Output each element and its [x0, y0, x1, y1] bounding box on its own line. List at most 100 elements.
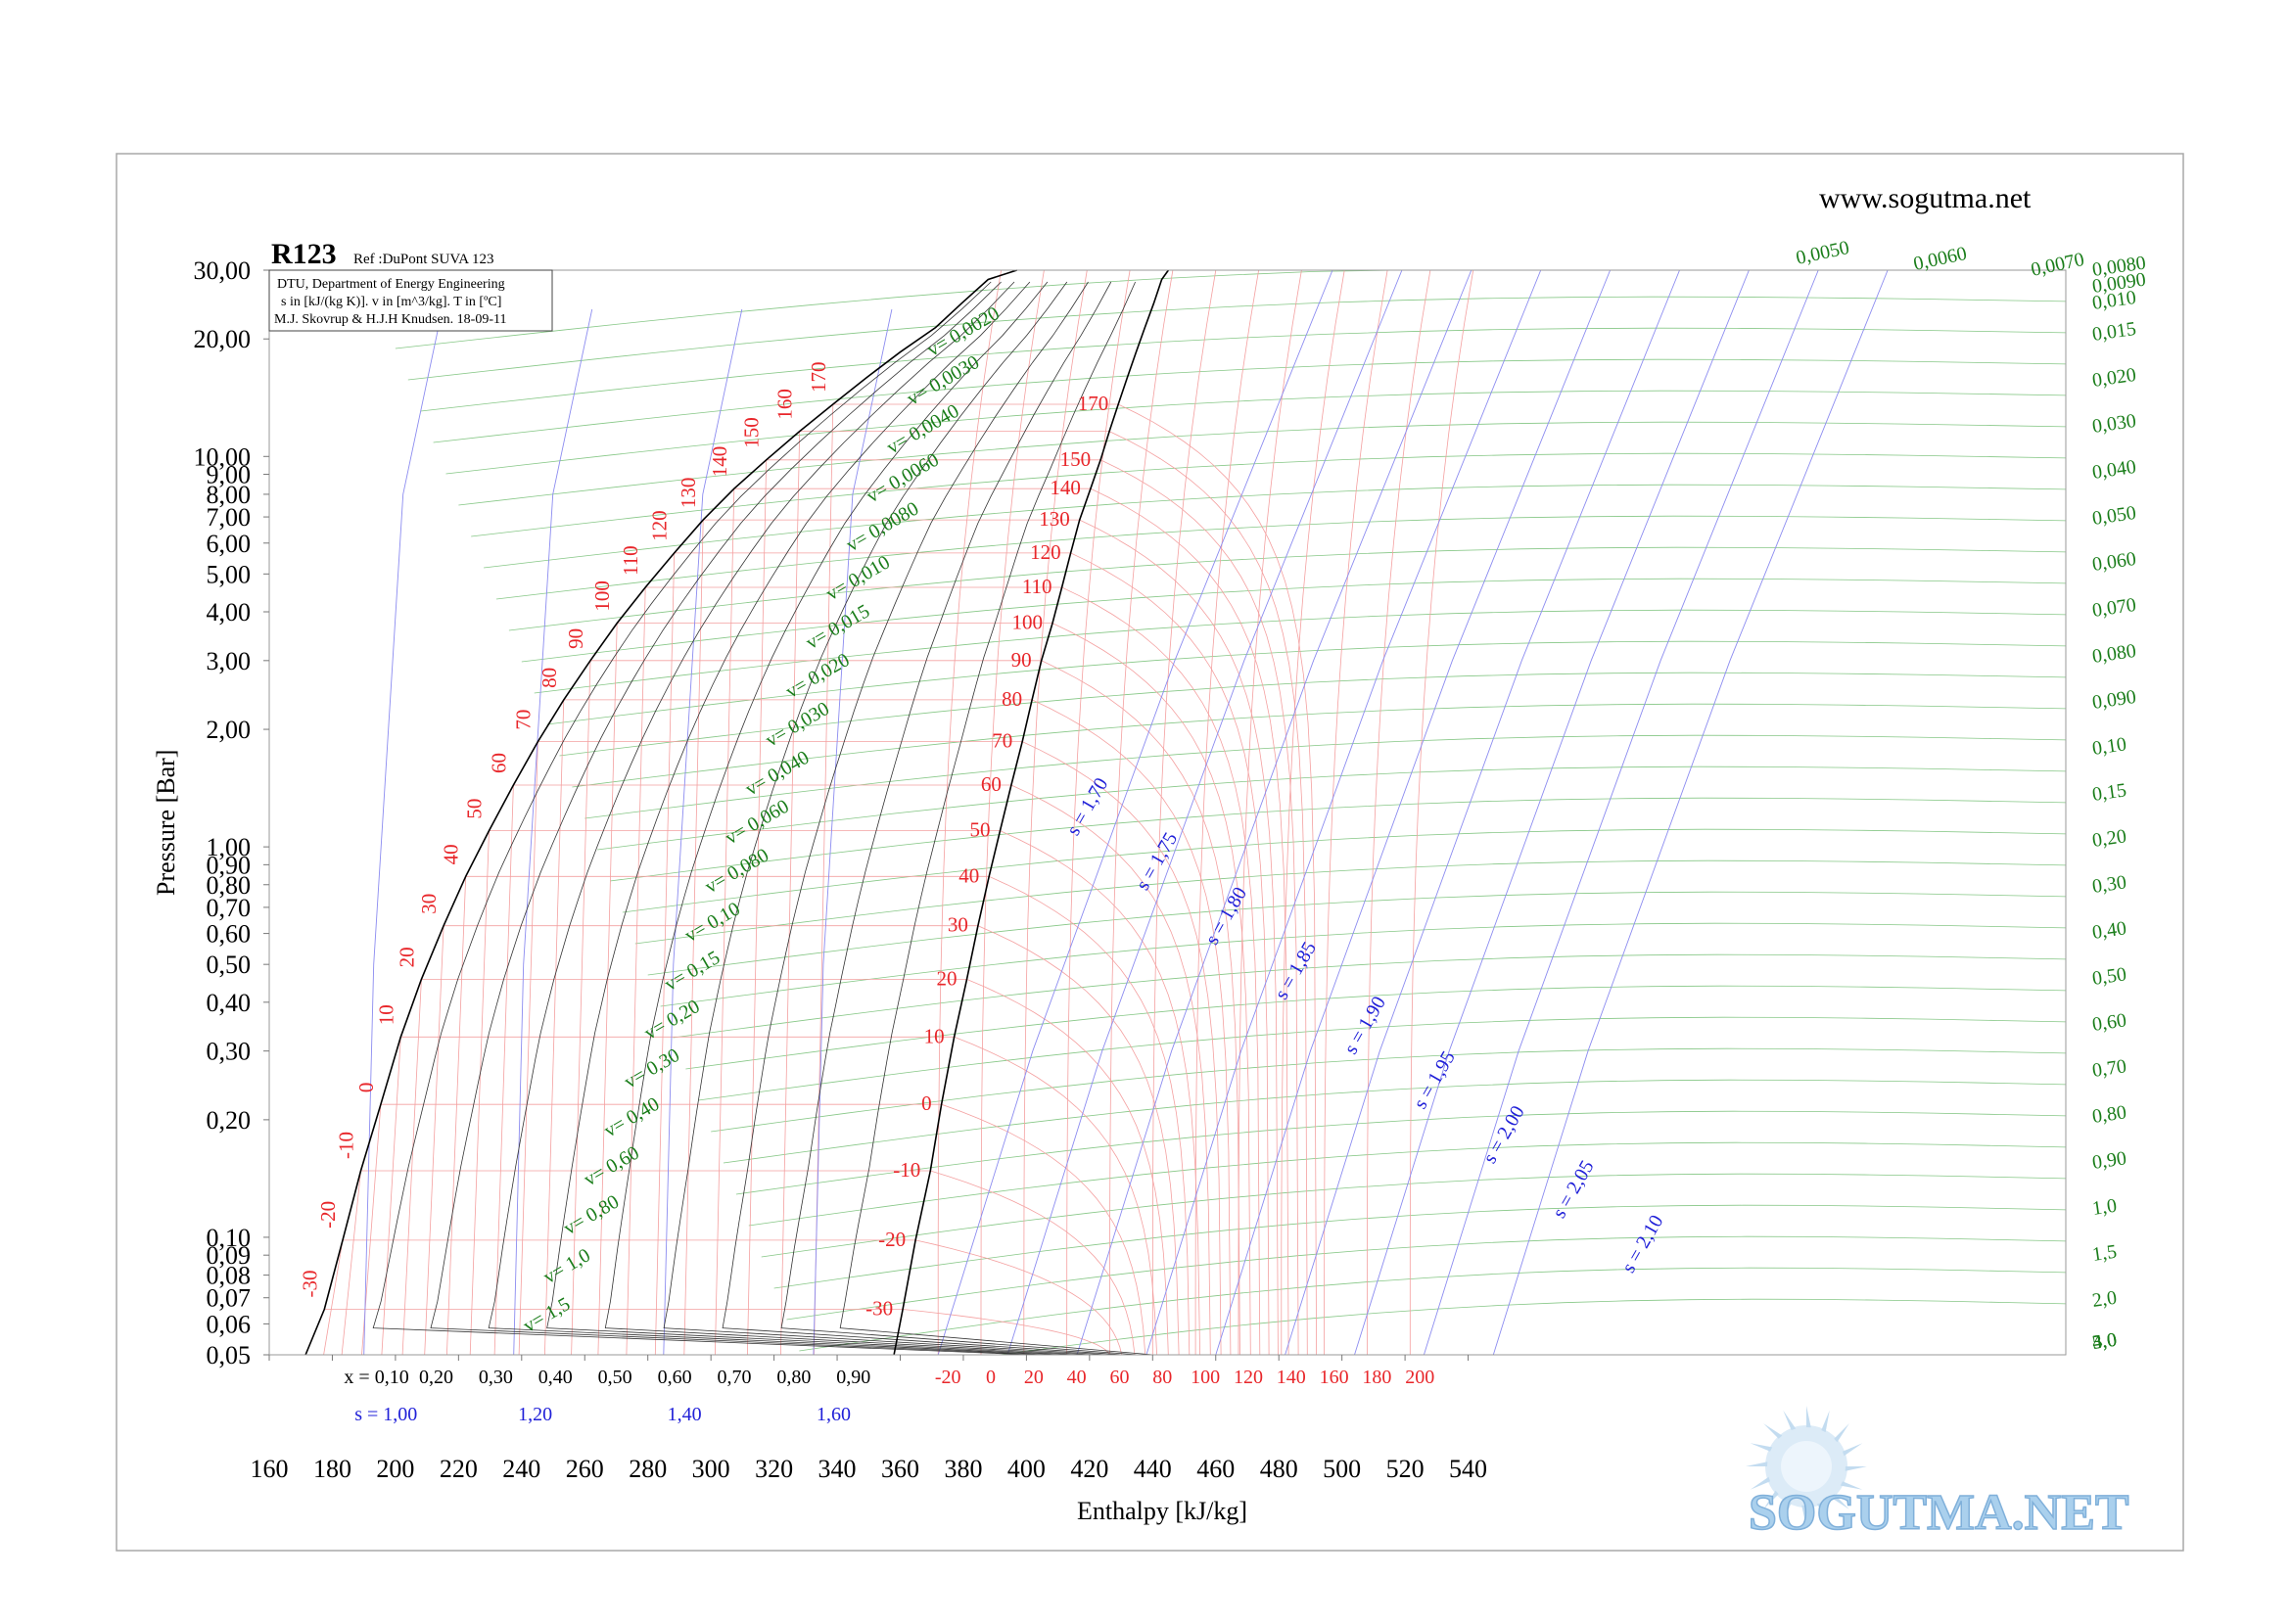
- isotherm-label-liquid: 30: [417, 894, 441, 914]
- isotherm-label-vapor: 100: [1012, 611, 1044, 634]
- volume-label: v= 0,10: [681, 898, 744, 947]
- volume-line: [748, 1141, 2067, 1227]
- isotherm-line: [323, 1239, 1123, 1356]
- x-tick-label: 280: [629, 1455, 667, 1483]
- sun-icon: [1746, 1406, 1867, 1527]
- isotherm-line: [597, 623, 1251, 1356]
- isotherm-label-liquid: 140: [708, 446, 731, 478]
- isotherm-label-liquid: 90: [564, 628, 587, 649]
- volume-line: [723, 1079, 2067, 1164]
- volume-label-right: 3,0: [2091, 1329, 2119, 1354]
- volume-label-right: 0,015: [2091, 318, 2138, 346]
- volume-line: [609, 797, 2067, 882]
- volume-line: [420, 327, 2067, 412]
- x-tick-label: 460: [1196, 1455, 1235, 1483]
- entropy-line-vapor: [1423, 269, 1819, 1356]
- isotherm-label-vapor: 40: [958, 863, 979, 887]
- isotherm-line: [780, 431, 1308, 1356]
- y-tick-label: 6,00: [207, 530, 252, 558]
- volume-line: [786, 1235, 2067, 1321]
- y-tick-label: 20,00: [194, 325, 252, 353]
- x-tick-label: 380: [944, 1455, 982, 1483]
- entropy-lines: [363, 269, 1889, 1356]
- y-tick-label: 0,07: [207, 1284, 252, 1313]
- x-tick-label: 180: [313, 1455, 351, 1483]
- volume-line: [685, 985, 2067, 1070]
- volume-line: [521, 578, 2067, 663]
- isotherm-label-liquid: -10: [334, 1132, 357, 1159]
- quality-line: [722, 281, 1124, 1356]
- quality-line: [839, 281, 1153, 1356]
- entropy-line-liquid: [663, 308, 743, 1356]
- volume-label-right: 0,70: [2091, 1055, 2128, 1082]
- quality-line: [663, 281, 1108, 1356]
- y-tick-label: 0,90: [207, 851, 252, 879]
- volume-label-right: 4,0: [2091, 1329, 2119, 1354]
- volume-line: [761, 1173, 2067, 1258]
- volume-label-right: 0,10: [2091, 733, 2128, 760]
- isotherm-line: [518, 741, 1222, 1356]
- entropy-label-bottom: 1,60: [817, 1404, 851, 1425]
- isotherm-label-liquid: 70: [511, 710, 535, 730]
- y-tick-label: 0,40: [207, 989, 252, 1017]
- entropy-line-liquid: [813, 308, 893, 1356]
- y-tick-label: 30,00: [194, 256, 252, 285]
- y-tick-label: 0,08: [207, 1262, 252, 1290]
- entropy-label-bottom: s = 1,00: [354, 1404, 417, 1425]
- isotherm-label-vapor: 20: [937, 966, 958, 990]
- isotherm-label-bottom: 20: [1024, 1367, 1044, 1388]
- volume-label: v= 0,020: [782, 649, 854, 703]
- quality-line: [604, 281, 1094, 1356]
- volume-label-right: 0,090: [2091, 686, 2138, 714]
- sun-ray: [1801, 1505, 1806, 1527]
- y-tick-label: 8,00: [207, 481, 252, 509]
- isotherm-label-liquid: 110: [619, 545, 642, 576]
- isotherm-label-vapor: -20: [878, 1228, 906, 1251]
- volume-label-top: 0,0070: [2029, 249, 2085, 281]
- isotherm-label-liquid: 150: [740, 417, 764, 448]
- x-tick-label: 480: [1260, 1455, 1298, 1483]
- isotherm-line-superheat: [1409, 269, 1474, 1355]
- info-line-3: M.J. Skovrup & H.J.H Knudsen. 18-09-11: [274, 312, 506, 327]
- isotherm-line: [401, 979, 1169, 1356]
- volume-label: v= 0,080: [701, 845, 772, 899]
- quality-label: 0,70: [717, 1367, 751, 1388]
- isotherm-label-bottom: 160: [1320, 1367, 1349, 1388]
- volume-line: [673, 953, 2067, 1039]
- volume-label: v= 0,30: [621, 1044, 683, 1093]
- volume-label-right: 0,070: [2091, 594, 2138, 622]
- isotherm-label-vapor: 150: [1060, 447, 1092, 471]
- volume-line: [660, 922, 2067, 1007]
- y-tick-label: 4,00: [207, 598, 252, 626]
- isotherm-label-vapor: 90: [1011, 648, 1032, 672]
- x-tick-label: 320: [755, 1455, 793, 1483]
- volume-label-right: 0,040: [2091, 456, 2138, 484]
- x-axis-label: Enthalpy [kJ/kg]: [1077, 1497, 1247, 1525]
- isotherm-line-superheat: [1151, 269, 1217, 1355]
- volume-label: v= 0,015: [802, 600, 873, 654]
- axes: 160 180 200 220 240 260 280 300 320 340 360 380 400 4…: [194, 256, 1488, 1483]
- isotherm-label-vapor: 170: [1078, 392, 1109, 415]
- info-line-1: DTU, Department of Energy Engineering: [277, 277, 505, 292]
- isotherm-label-liquid: 60: [487, 753, 510, 773]
- info-box: [268, 269, 553, 332]
- quality-line: [430, 281, 1048, 1356]
- isotherm-line: [424, 925, 1180, 1356]
- isotherm-label-liquid: -30: [298, 1270, 321, 1297]
- isotherm-label-bottom: 200: [1405, 1367, 1434, 1388]
- y-tick-label: 1,00: [207, 833, 252, 861]
- isotherm-line: [361, 1103, 1146, 1356]
- website-label: www.sogutma.net: [1819, 182, 2032, 214]
- y-tick-label: 0,70: [207, 894, 252, 922]
- volume-line: [698, 1016, 2067, 1101]
- isotherm-line-superheat: [1324, 269, 1388, 1355]
- isotherm-label-bottom: -20: [935, 1367, 961, 1388]
- x-tick-label: 220: [440, 1455, 478, 1483]
- isotherm-line-superheat: [1109, 269, 1174, 1355]
- isotherm-label-vapor: 0: [921, 1091, 932, 1115]
- volume-label-top: 0,0050: [1794, 237, 1850, 269]
- y-tick-label: 7,00: [207, 503, 252, 532]
- isotherm-label-liquid: 10: [374, 1004, 397, 1025]
- isotherm-line: [446, 875, 1191, 1356]
- volume-label: v= 0,040: [742, 747, 814, 801]
